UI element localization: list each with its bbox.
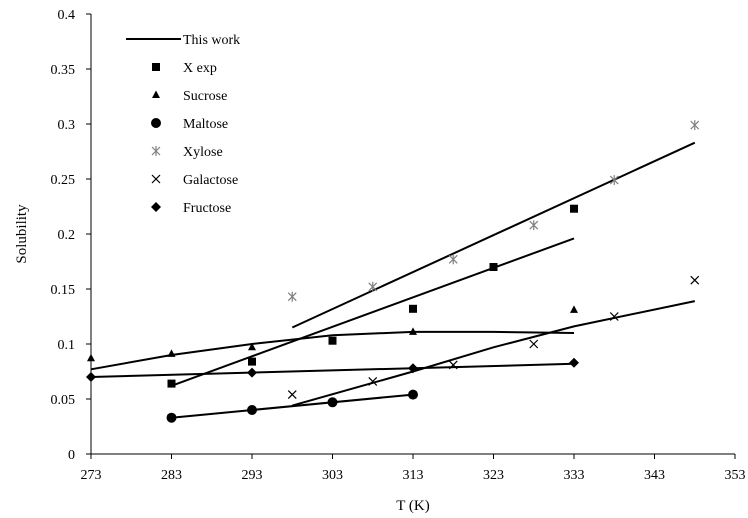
point-galactose [448, 360, 458, 370]
y-tick-label: 0.35 [51, 63, 76, 78]
x-tick-label: 343 [644, 468, 665, 483]
point-fructose [247, 367, 257, 378]
point-x-exp [248, 357, 256, 366]
point-x-exp [167, 379, 176, 388]
point-galactose [529, 339, 539, 349]
point-xylose [609, 175, 619, 186]
point-galactose [609, 312, 619, 321]
point-fructose [408, 363, 418, 374]
point-xylose [690, 120, 700, 131]
point-galactose [690, 275, 700, 285]
point-galactose [368, 376, 378, 386]
point-maltose [247, 405, 257, 415]
legend-label: Maltose [183, 117, 228, 132]
point-xylose [529, 220, 539, 231]
legend: This work X exp Sucrose Maltose Xylose Galact… [126, 33, 240, 216]
y-axis-ticks: 0 0.05 0.1 0.15 0.2 0.25 0.3 0.35 0.4 [51, 8, 91, 463]
y-tick-label: 0 [68, 448, 75, 463]
x-axis-title: T (K) [396, 498, 429, 514]
y-axis-title: Solubility [14, 204, 30, 264]
legend-symbol-xylose [151, 146, 161, 156]
x-tick-label: 303 [322, 468, 343, 483]
fit-line-galactose [292, 300, 696, 407]
fit-line-x-exp [171, 237, 575, 387]
fit-lines [90, 141, 696, 419]
legend-label: This work [183, 33, 240, 48]
x-tick-label: 313 [403, 468, 424, 483]
point-x-exp [328, 336, 337, 345]
point-x-exp [409, 304, 417, 313]
point-x-exp [489, 263, 498, 271]
point-galactose [287, 390, 297, 400]
point-sucrose [248, 342, 256, 351]
x-tick-label: 293 [242, 468, 263, 483]
legend-symbol-galactose [151, 174, 161, 184]
point-maltose [408, 389, 418, 400]
y-tick-label: 0.3 [58, 118, 76, 133]
point-xylose [287, 291, 297, 302]
data-points [86, 120, 700, 423]
legend-label: Xylose [183, 145, 223, 160]
y-tick-label: 0.1 [58, 338, 76, 353]
x-axis-ticks: 273 283 293 303 313 323 333 343 353 [81, 454, 746, 483]
legend-label: Fructose [183, 201, 231, 216]
legend-symbol-x-exp [152, 63, 160, 71]
legend-symbol-maltose [151, 118, 161, 128]
point-sucrose [570, 305, 578, 313]
point-sucrose [87, 353, 95, 362]
point-xylose [368, 281, 378, 292]
point-maltose [166, 412, 177, 423]
legend-label: Galactose [183, 173, 238, 188]
point-fructose [569, 357, 579, 368]
y-tick-label: 0.05 [51, 393, 76, 408]
legend-symbol-fructose [151, 202, 161, 212]
y-tick-label: 0.25 [51, 173, 76, 188]
point-sucrose [409, 327, 417, 335]
x-tick-label: 283 [161, 468, 182, 483]
point-maltose [327, 397, 338, 408]
x-tick-label: 333 [564, 468, 585, 483]
fit-line-xylose [291, 141, 696, 329]
x-tick-label: 353 [725, 468, 746, 483]
plot-area: 0 0.05 0.1 0.15 0.2 0.25 0.3 0.35 0.4 273 283 293 3… [51, 8, 746, 483]
x-tick-label: 273 [81, 468, 102, 483]
fit-line-fructose [90, 362, 575, 378]
point-fructose [86, 372, 96, 382]
fit-line-maltose [171, 393, 414, 419]
x-tick-label: 323 [483, 468, 504, 483]
point-x-exp [570, 204, 578, 213]
point-sucrose [167, 349, 176, 357]
legend-label: X exp [183, 61, 217, 76]
y-tick-label: 0.15 [51, 283, 76, 298]
y-tick-label: 0.2 [58, 228, 76, 243]
point-xylose [448, 254, 458, 265]
y-tick-label: 0.4 [58, 8, 76, 23]
legend-label: Sucrose [183, 89, 227, 104]
legend-symbol-sucrose [152, 90, 160, 98]
